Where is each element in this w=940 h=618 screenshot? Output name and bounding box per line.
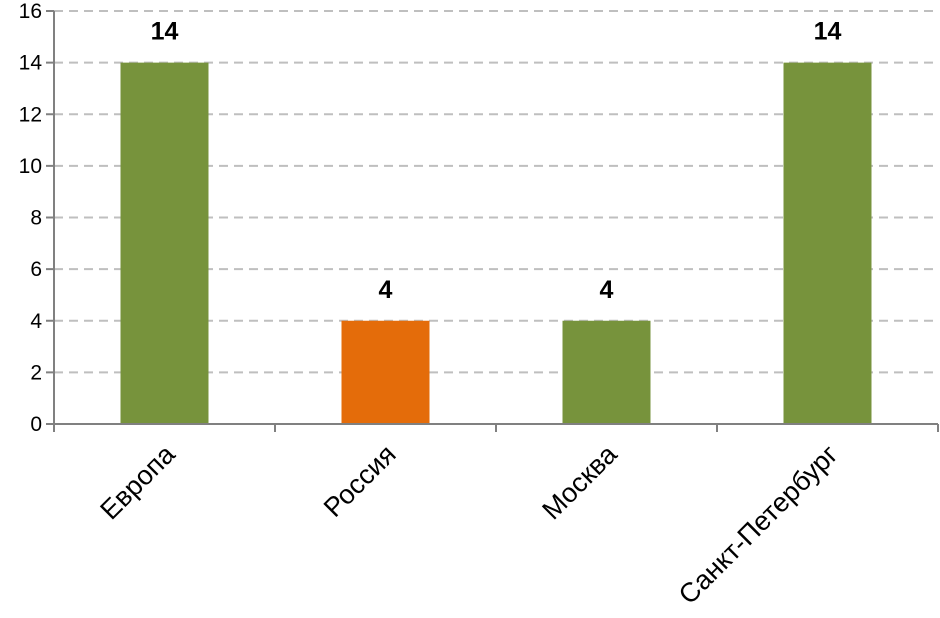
y-tick-label: 2 bbox=[30, 361, 42, 384]
data-label: 4 bbox=[600, 276, 614, 304]
data-label: 14 bbox=[814, 18, 842, 46]
bars bbox=[120, 62, 872, 424]
bar bbox=[562, 320, 651, 424]
data-label: 4 bbox=[379, 276, 393, 304]
bar bbox=[341, 320, 430, 424]
y-tick-label: 10 bbox=[19, 155, 42, 178]
x-axis-category-labels: Европа Россия Москва Санкт-Петербург bbox=[94, 438, 843, 610]
y-tick-label: 6 bbox=[30, 258, 42, 281]
y-tick-label: 12 bbox=[19, 103, 42, 126]
x-category-label: Санкт-Петербург bbox=[673, 439, 844, 610]
bar bbox=[783, 62, 872, 424]
y-tick-label: 0 bbox=[30, 413, 42, 436]
data-label: 14 bbox=[151, 18, 179, 46]
x-category-label: Европа bbox=[94, 438, 181, 525]
axes bbox=[53, 11, 939, 432]
y-tick-label: 4 bbox=[30, 310, 42, 333]
bar bbox=[120, 62, 209, 424]
y-tick-label: 16 bbox=[19, 0, 42, 23]
x-category-label: Москва bbox=[536, 438, 623, 525]
y-tick-label: 8 bbox=[30, 207, 42, 230]
y-axis-ticks: 0 2 4 6 8 10 12 14 16 bbox=[19, 0, 54, 436]
x-category-label: Россия bbox=[318, 439, 402, 523]
y-tick-label: 14 bbox=[19, 52, 43, 75]
data-labels: 14 4 4 14 bbox=[151, 18, 842, 304]
